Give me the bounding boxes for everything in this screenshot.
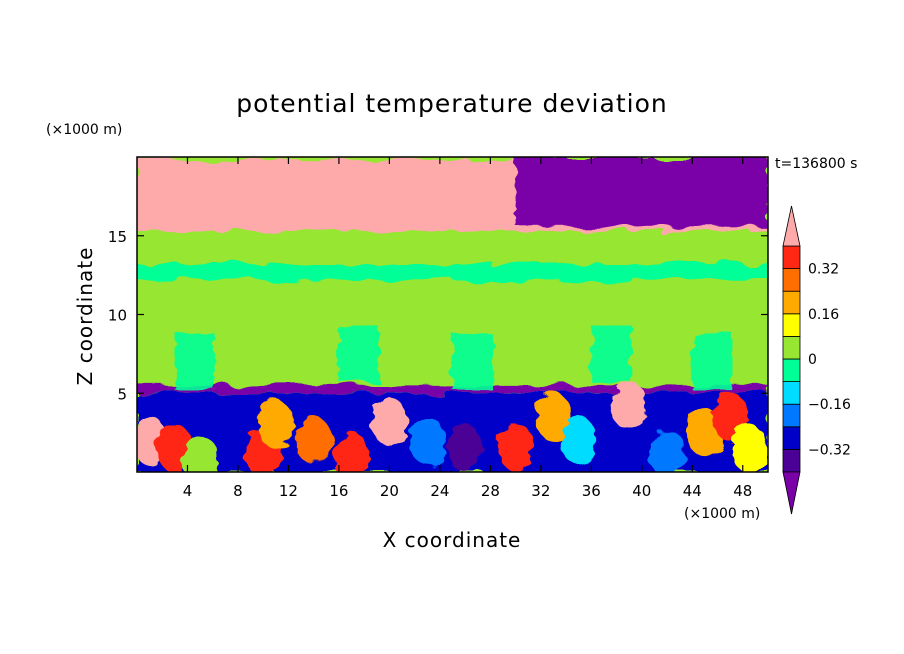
colorbar-box bbox=[782, 403, 801, 428]
colorbar-box bbox=[782, 358, 801, 383]
contour-blob bbox=[447, 424, 484, 472]
y-tick-label: 5 bbox=[117, 385, 127, 403]
contour-region bbox=[137, 235, 768, 265]
y-tick-label: 15 bbox=[108, 228, 127, 246]
contour-blob bbox=[338, 325, 379, 383]
contour-blob bbox=[371, 397, 408, 446]
colorbar-box bbox=[782, 426, 801, 450]
colorbar-box bbox=[782, 448, 801, 473]
colorbar-box bbox=[782, 313, 801, 337]
colorbar-tick-label: 0.16 bbox=[808, 307, 839, 323]
colorbar-box bbox=[782, 381, 801, 405]
x-tick-label: 20 bbox=[380, 482, 399, 500]
contour-blob bbox=[174, 333, 215, 391]
y-tick-label: 10 bbox=[108, 307, 127, 325]
y-axis: 5 10 15 bbox=[108, 228, 768, 403]
contour-blob bbox=[535, 392, 572, 441]
colorbar-tick-label: −0.16 bbox=[808, 397, 851, 413]
x-tick-label: 44 bbox=[683, 482, 702, 500]
colorbar-tick-label: 0 bbox=[808, 352, 817, 368]
x-tick-label: 32 bbox=[531, 482, 550, 500]
contour-blob bbox=[452, 333, 493, 391]
x-tick-label: 12 bbox=[279, 482, 298, 500]
contour-blob bbox=[611, 381, 648, 430]
x-tick-label: 36 bbox=[582, 482, 601, 500]
x-axis-label: X coordinate bbox=[383, 528, 522, 552]
contour-blob bbox=[333, 432, 370, 472]
colorbar: 0.32 0.16 0 −0.16 −0.32 bbox=[782, 205, 851, 515]
contour-blob bbox=[591, 325, 632, 383]
contour-blob bbox=[497, 422, 534, 471]
contour-blob bbox=[409, 416, 446, 465]
x-tick-label: 40 bbox=[632, 482, 651, 500]
x-tick-label: 24 bbox=[430, 482, 449, 500]
contour-blob bbox=[295, 416, 332, 465]
colorbar-top-arrow bbox=[782, 205, 801, 247]
colorbar-tick-label: 0.32 bbox=[808, 262, 839, 278]
contour-blob bbox=[182, 435, 219, 472]
contour-blob bbox=[692, 333, 733, 391]
chart-title: potential temperature deviation bbox=[236, 89, 667, 118]
contour-blob bbox=[257, 400, 294, 449]
colorbar-box bbox=[782, 245, 801, 270]
x-tick-label: 8 bbox=[233, 482, 243, 500]
x-axis: 4 8 12 16 20 24 28 32 36 40 44 48 bbox=[183, 157, 752, 500]
colorbar-box bbox=[782, 268, 801, 292]
contour-region bbox=[137, 264, 768, 280]
contour-field bbox=[137, 157, 768, 472]
plot-area bbox=[137, 157, 768, 472]
x-tick-label: 48 bbox=[733, 482, 752, 500]
colorbar-box bbox=[782, 290, 801, 315]
time-label: t=136800 s bbox=[775, 156, 857, 172]
x-tick-label: 4 bbox=[183, 482, 193, 500]
x-tick-label: 16 bbox=[329, 482, 348, 500]
colorbar-box bbox=[782, 335, 801, 360]
contour-blob bbox=[472, 392, 509, 441]
colorbar-bottom-arrow bbox=[782, 471, 801, 515]
contour-region bbox=[515, 157, 768, 227]
y-axis-label: Z coordinate bbox=[73, 247, 97, 386]
contour-blob bbox=[731, 424, 768, 472]
x-tick-label: 28 bbox=[481, 482, 500, 500]
x-unit-label: (×1000 m) bbox=[684, 506, 760, 522]
colorbar-tick-label: −0.32 bbox=[808, 442, 851, 458]
contour-blob bbox=[649, 429, 686, 472]
y-unit-label: (×1000 m) bbox=[46, 122, 122, 138]
contour-blob bbox=[560, 416, 597, 465]
